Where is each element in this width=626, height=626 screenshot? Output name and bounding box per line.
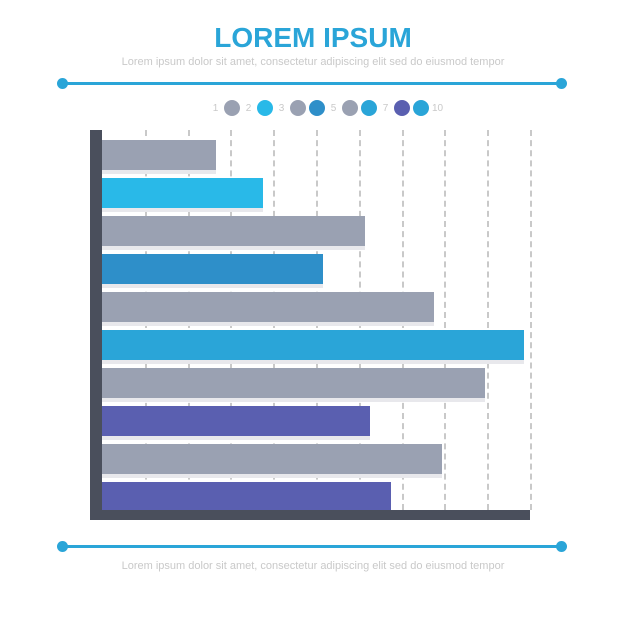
divider-top	[62, 82, 562, 85]
legend-swatch	[361, 100, 377, 116]
divider-dot-right	[556, 78, 567, 89]
bar	[100, 140, 216, 170]
footer-subtitle: Lorem ipsum dolor sit amet, consectetur …	[0, 560, 626, 572]
legend: 1 2 3 5 7 10	[210, 100, 443, 116]
bar-row	[100, 444, 528, 474]
legend-swatch	[413, 100, 429, 116]
legend-number: 10	[432, 103, 443, 114]
bar	[100, 330, 524, 360]
legend-number: 3	[276, 103, 287, 114]
bar	[100, 444, 442, 474]
bar-row	[100, 368, 528, 398]
legend-swatch	[309, 100, 325, 116]
bar	[100, 368, 485, 398]
bar	[100, 482, 391, 512]
bar-row	[100, 254, 528, 284]
divider-bottom	[62, 545, 562, 548]
y-axis	[90, 130, 102, 520]
bar-row	[100, 330, 528, 360]
page-subtitle: Lorem ipsum dolor sit amet, consectetur …	[0, 56, 626, 68]
legend-number: 5	[328, 103, 339, 114]
legend-swatch	[224, 100, 240, 116]
bar-row	[100, 292, 528, 322]
divider-dot-left	[57, 78, 68, 89]
legend-number: 1	[210, 103, 221, 114]
bar-row	[100, 178, 528, 208]
legend-swatch	[394, 100, 410, 116]
legend-number: 7	[380, 103, 391, 114]
page-title: LOREM IPSUM	[0, 22, 626, 54]
bar-row	[100, 406, 528, 436]
bar	[100, 178, 263, 208]
bar	[100, 254, 323, 284]
bar	[100, 292, 434, 322]
bar-row	[100, 216, 528, 246]
x-axis	[90, 510, 530, 520]
legend-swatch	[290, 100, 306, 116]
bar-chart	[90, 130, 530, 520]
bar	[100, 216, 365, 246]
bar-row	[100, 140, 528, 170]
gridline	[530, 130, 532, 510]
divider-dot-right	[556, 541, 567, 552]
legend-swatch	[342, 100, 358, 116]
bar	[100, 406, 370, 436]
legend-number: 2	[243, 103, 254, 114]
divider-dot-left	[57, 541, 68, 552]
legend-swatch	[257, 100, 273, 116]
bar-row	[100, 482, 528, 512]
infographic-page: { "layout": { "width": 626, "height": 62…	[0, 0, 626, 626]
